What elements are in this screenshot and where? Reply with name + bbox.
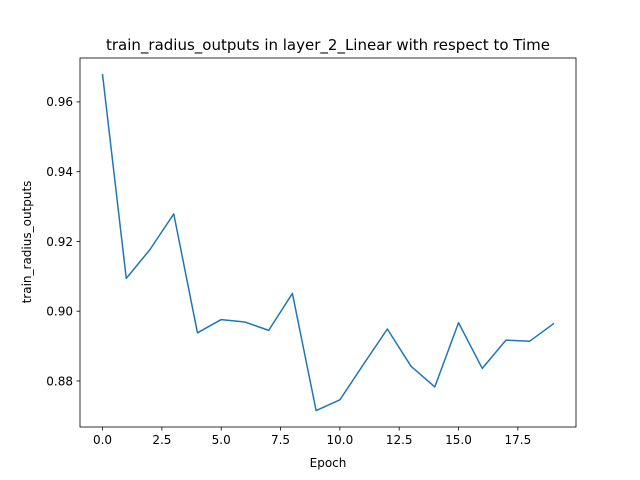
y-axis-ticks: 0.88 0.90 0.92 0.94 0.96 xyxy=(46,95,80,388)
x-tick-label: 5.0 xyxy=(212,433,231,447)
y-tick-label: 0.92 xyxy=(46,235,73,249)
x-tick-label: 17.5 xyxy=(504,433,531,447)
x-tick-label: 7.5 xyxy=(271,433,290,447)
axes-frame xyxy=(79,57,577,428)
x-tick-label: 10.0 xyxy=(327,433,354,447)
x-tick-label: 12.5 xyxy=(386,433,413,447)
y-tick-label: 0.96 xyxy=(46,95,73,109)
x-tick-label: 0.0 xyxy=(93,433,112,447)
chart-title: train_radius_outputs in layer_2_Linear w… xyxy=(106,36,550,55)
y-tick-label: 0.90 xyxy=(46,305,73,319)
x-axis-ticks: 0.0 2.5 5.0 7.5 10.0 12.5 15.0 17.5 xyxy=(93,427,531,447)
y-tick-label: 0.94 xyxy=(46,165,73,179)
x-axis-label: Epoch xyxy=(310,456,347,470)
plot-area xyxy=(79,57,577,428)
series-line-0 xyxy=(101,73,555,412)
y-axis-label: train_radius_outputs xyxy=(20,181,34,304)
x-tick-label: 15.0 xyxy=(445,433,472,447)
y-tick-label: 0.88 xyxy=(46,374,73,388)
x-tick-label: 2.5 xyxy=(152,433,171,447)
